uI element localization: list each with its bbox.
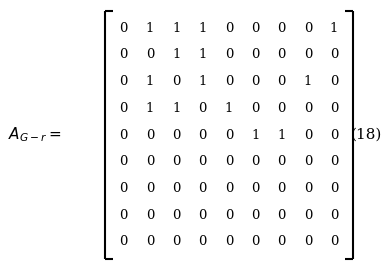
Text: 1: 1	[172, 22, 180, 35]
Text: 0: 0	[146, 48, 154, 61]
Text: 0: 0	[277, 48, 286, 61]
Text: 0: 0	[120, 209, 128, 222]
Text: 0: 0	[120, 75, 128, 88]
Text: 0: 0	[304, 129, 312, 141]
Text: 0: 0	[251, 155, 260, 168]
Text: 0: 0	[172, 129, 180, 141]
Text: 1: 1	[146, 22, 154, 35]
Text: 0: 0	[251, 48, 260, 61]
Text: 0: 0	[146, 235, 154, 248]
Text: 0: 0	[172, 235, 180, 248]
Text: 0: 0	[198, 209, 207, 222]
Text: 0: 0	[304, 155, 312, 168]
Text: 0: 0	[120, 48, 128, 61]
Text: 0: 0	[330, 235, 338, 248]
Text: 0: 0	[198, 155, 207, 168]
Text: 0: 0	[172, 182, 180, 195]
Text: 0: 0	[251, 102, 260, 115]
Text: 0: 0	[198, 102, 207, 115]
Text: 0: 0	[330, 182, 338, 195]
Text: 1: 1	[146, 75, 154, 88]
Text: 0: 0	[146, 129, 154, 141]
Text: 1: 1	[198, 22, 207, 35]
Text: 1: 1	[172, 48, 180, 61]
Text: 0: 0	[330, 102, 338, 115]
Text: 0: 0	[277, 209, 286, 222]
Text: 0: 0	[304, 48, 312, 61]
Text: 0: 0	[225, 129, 233, 141]
Text: 1: 1	[277, 129, 286, 141]
Text: 0: 0	[277, 102, 286, 115]
Text: 0: 0	[277, 235, 286, 248]
Text: 0: 0	[120, 22, 128, 35]
Text: 1: 1	[225, 102, 233, 115]
Text: 0: 0	[330, 209, 338, 222]
Text: 0: 0	[330, 75, 338, 88]
Text: 0: 0	[251, 75, 260, 88]
Text: 0: 0	[304, 182, 312, 195]
Text: 0: 0	[172, 75, 180, 88]
Text: 0: 0	[146, 182, 154, 195]
Text: 0: 0	[251, 182, 260, 195]
Text: 0: 0	[277, 75, 286, 88]
Text: 0: 0	[225, 22, 233, 35]
Text: 0: 0	[146, 155, 154, 168]
Text: 1: 1	[304, 75, 312, 88]
Text: (18): (18)	[351, 128, 382, 142]
Text: 0: 0	[304, 235, 312, 248]
Text: 0: 0	[146, 209, 154, 222]
Text: 1: 1	[198, 48, 207, 61]
Text: 0: 0	[225, 209, 233, 222]
Text: 0: 0	[198, 235, 207, 248]
Text: 0: 0	[198, 129, 207, 141]
Text: 0: 0	[120, 182, 128, 195]
Text: 1: 1	[198, 75, 207, 88]
Text: 0: 0	[304, 209, 312, 222]
Text: 0: 0	[172, 209, 180, 222]
Text: 0: 0	[198, 182, 207, 195]
Text: 0: 0	[225, 155, 233, 168]
Text: 0: 0	[330, 129, 338, 141]
Text: 0: 0	[251, 235, 260, 248]
Text: 0: 0	[251, 22, 260, 35]
Text: 0: 0	[225, 182, 233, 195]
Text: 0: 0	[225, 235, 233, 248]
Text: 0: 0	[120, 102, 128, 115]
Text: 1: 1	[251, 129, 260, 141]
Text: 0: 0	[277, 155, 286, 168]
Text: 0: 0	[330, 48, 338, 61]
Text: 0: 0	[120, 129, 128, 141]
Text: 0: 0	[172, 155, 180, 168]
Text: 0: 0	[277, 182, 286, 195]
Text: 0: 0	[251, 209, 260, 222]
Text: 0: 0	[225, 48, 233, 61]
Text: 0: 0	[304, 102, 312, 115]
Text: 0: 0	[120, 155, 128, 168]
Text: 0: 0	[120, 235, 128, 248]
Text: 0: 0	[277, 22, 286, 35]
Text: 0: 0	[225, 75, 233, 88]
Text: 1: 1	[172, 102, 180, 115]
Text: 0: 0	[304, 22, 312, 35]
Text: 0: 0	[330, 155, 338, 168]
Text: 1: 1	[330, 22, 338, 35]
Text: 1: 1	[146, 102, 154, 115]
Text: $A_{G-r}=$: $A_{G-r}=$	[8, 126, 61, 144]
